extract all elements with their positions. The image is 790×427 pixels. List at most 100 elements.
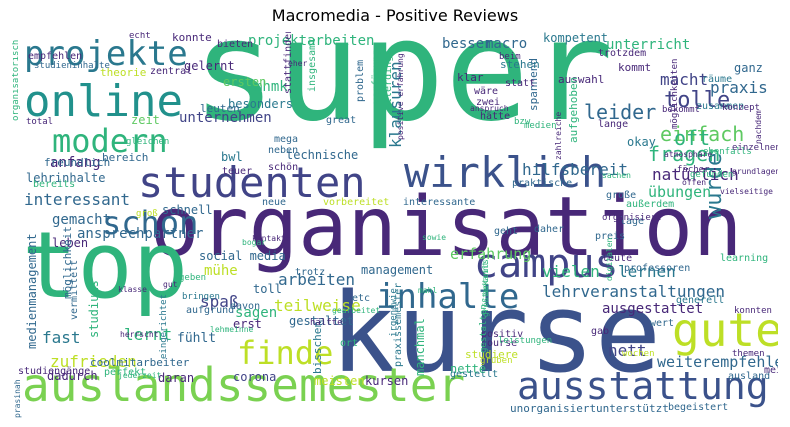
word: daher — [534, 224, 565, 235]
word: schön — [268, 162, 299, 173]
word: insgesamt — [307, 37, 318, 92]
word: neue — [262, 197, 287, 208]
word: empfehlen — [28, 51, 83, 62]
word: einfach — [660, 122, 745, 146]
word: aufgehoben — [567, 76, 580, 143]
word: statt — [505, 78, 536, 89]
word: coolmitarbeiter — [90, 356, 190, 369]
word: übungen — [648, 183, 712, 201]
word: organisiert — [602, 213, 662, 223]
word: leuten — [200, 102, 240, 115]
word: kompetent — [543, 32, 609, 45]
word: vermittelt — [69, 259, 80, 320]
word: mahl — [418, 286, 438, 295]
word: lehrveranstaltungen — [542, 282, 726, 301]
word: studiums — [87, 280, 101, 338]
word: praktische — [512, 178, 573, 189]
word: geben — [179, 273, 207, 283]
word: ausland — [728, 371, 771, 382]
word: erfahrung — [450, 245, 532, 263]
word: anspruch — [470, 104, 509, 113]
word: lehrinhalte — [26, 171, 106, 185]
word: praxis — [710, 78, 768, 97]
word: online — [24, 76, 183, 127]
word: wert — [650, 318, 675, 329]
word: klasse — [118, 285, 147, 294]
word: natürlich — [652, 165, 739, 184]
word: neben — [268, 145, 299, 156]
word: manchmal — [413, 318, 427, 376]
word: bogar — [242, 238, 267, 247]
word: zahlreiche — [554, 111, 563, 160]
word: kommt — [618, 61, 652, 74]
figure-title: Macromedia - Positive Reviews — [271, 6, 519, 25]
word: zufrieden — [50, 352, 137, 371]
word: bekommt — [662, 105, 700, 115]
word: hälfte — [310, 318, 343, 328]
word: mühe — [204, 263, 238, 279]
word: ganz — [734, 61, 763, 75]
word: positive erfahrung — [396, 53, 405, 140]
word: geht — [494, 226, 519, 237]
word: sowie — [422, 233, 447, 242]
word: macro — [485, 36, 528, 52]
word: leider — [584, 100, 657, 124]
word: sachen — [602, 171, 631, 180]
word: eingerichtet — [159, 293, 169, 359]
word: corona — [233, 370, 277, 384]
word: gefunden — [690, 170, 734, 180]
word: bereits — [33, 179, 76, 190]
word: vorbereitet — [323, 197, 390, 208]
word: kontakte — [252, 234, 291, 243]
word: etc — [352, 293, 371, 304]
word: gestellt — [450, 369, 499, 380]
word: lernt — [124, 325, 173, 344]
word: okay — [627, 135, 656, 149]
word: medienmanagement — [25, 233, 39, 349]
word: allerdings — [383, 49, 394, 110]
word: hilfsbereit — [522, 160, 628, 179]
word: besser — [442, 36, 493, 52]
word: top — [22, 212, 189, 319]
word: gute — [672, 303, 778, 357]
word: vielseitige — [720, 187, 773, 196]
word: trotzdem — [598, 48, 647, 59]
word: atmosphäre — [664, 150, 713, 159]
word: interessant — [24, 190, 130, 209]
word: irgendwie — [389, 288, 399, 337]
word: projekte — [24, 34, 188, 74]
word: studenten — [138, 158, 366, 207]
word: sagen — [235, 305, 278, 321]
word: große — [606, 190, 637, 201]
word: schnell — [162, 203, 213, 217]
word: great — [326, 115, 357, 126]
word: mhmk — [254, 79, 288, 95]
word: nachdem — [754, 110, 763, 144]
word: bekannt — [481, 261, 490, 295]
word: vielen — [542, 262, 600, 281]
word: finde — [237, 334, 334, 372]
word: kurse — [330, 269, 662, 397]
word: freundlich — [44, 156, 111, 169]
word: super — [192, 32, 614, 153]
word: zeit — [131, 113, 160, 127]
word: nette — [450, 362, 487, 376]
word: zusammen — [696, 101, 745, 112]
word: unorganisiert — [510, 402, 597, 415]
word: beim — [499, 52, 521, 62]
word: nett — [608, 341, 647, 360]
word: bisschen — [311, 321, 324, 374]
word: mega — [274, 134, 299, 145]
word: studieninhalte — [34, 61, 110, 71]
word: wirklich — [404, 148, 607, 197]
word: ausstattung — [517, 364, 769, 408]
word: zentral — [150, 66, 193, 77]
word: eher — [288, 59, 308, 68]
word: offen — [682, 178, 707, 187]
word: stehen — [500, 58, 540, 71]
word: toll — [253, 282, 282, 296]
word: bzw — [514, 117, 531, 127]
word: meisten — [314, 374, 365, 388]
word: teuer — [222, 166, 253, 177]
word: ansprechpartner — [77, 226, 204, 242]
